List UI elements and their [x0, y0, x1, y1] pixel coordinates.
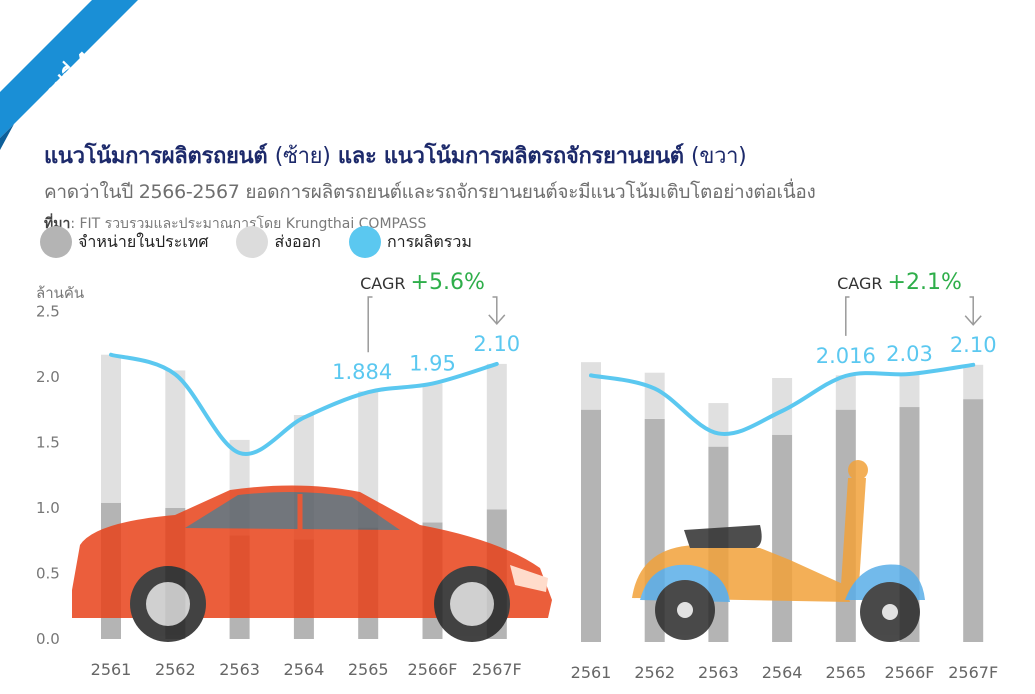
- bar-export: [358, 391, 379, 528]
- legend-swatch-total: [348, 226, 381, 258]
- legend-label-domestic: จำหน่ายในประเทศ: [78, 231, 209, 251]
- legend-swatch-export: [236, 226, 269, 258]
- page-title: แนวโน้มการผลิตรถยนต์ (ซ้าย) และ แนวโน้มก…: [44, 138, 816, 173]
- chart-motorcycle-production: 2561 2562 2563 2564 2565 2566F 2567F 2.016 2.03 2…: [571, 270, 999, 682]
- x-tick-label: 2564: [762, 663, 803, 682]
- x-tick-label: 2561: [91, 660, 132, 679]
- scooter-front-column: [840, 478, 866, 600]
- car-headlight: [510, 565, 548, 592]
- bar-export: [835, 375, 856, 410]
- total-production-line: [589, 362, 976, 436]
- total-value-label: 2.016: [816, 344, 876, 368]
- y-axis-unit-label: ล้านคัน: [36, 284, 84, 302]
- chart-car-production: 0.0 0.5 1.0 1.5 2.0 2.5ล้านคัน 2561 2562 2563 256…: [36, 270, 552, 679]
- legend-swatch-domestic: [40, 226, 72, 258]
- cagr-label-bg: [849, 273, 970, 303]
- x-tick-label: 2563: [698, 663, 739, 682]
- x-tick-label: 2564: [284, 660, 325, 679]
- x-tick-label: 2565: [825, 663, 866, 682]
- legend-item-export: ส่งออก: [236, 226, 321, 258]
- car-illustration: [72, 485, 552, 642]
- x-tick-label: 2561: [571, 663, 612, 682]
- bar-domestic: [772, 434, 793, 642]
- x-tick-label: 2562: [155, 660, 196, 679]
- x-tick-label: 2567F: [948, 663, 998, 682]
- cagr-label: CAGR +5.6%: [360, 270, 485, 295]
- legend: จำหน่ายในประเทศ ส่งออก การผลิตรวม: [40, 226, 500, 258]
- total-value-label: 1.95: [409, 352, 456, 376]
- x-tick-label: 2562: [634, 663, 675, 682]
- y-tick-label: 2.0: [36, 368, 60, 386]
- cagr-text: CAGR: [837, 274, 887, 293]
- y-tick-label: 0.5: [36, 565, 60, 583]
- legend-label-total: การผลิตรวม: [386, 231, 472, 251]
- car-rim-rear: [450, 582, 494, 626]
- car-windows: [185, 491, 400, 530]
- y-tick-label: 1.0: [36, 499, 60, 517]
- scooter-hub-front: [882, 604, 898, 620]
- bar-export: [422, 383, 443, 523]
- cagr-arrowhead: [488, 314, 506, 326]
- total-value-label: 2.10: [950, 333, 997, 357]
- bar-export: [581, 362, 601, 410]
- bar-export: [644, 372, 665, 419]
- title-left-paren: (ซ้าย): [274, 144, 331, 169]
- bar-export: [486, 363, 507, 510]
- bar-export: [101, 354, 121, 503]
- legend-item-domestic: จำหน่ายในประเทศ: [40, 226, 208, 258]
- bar-export: [772, 378, 793, 435]
- legend-item-total: การผลิตรวม: [348, 226, 472, 258]
- y-tick-label: 2.5: [36, 303, 60, 321]
- x-tick-label: 2566F: [885, 663, 935, 682]
- source-text: : FIT รวบรวมและประมาณการโดย Krungthai CO…: [70, 216, 427, 232]
- scooter-seat: [684, 525, 762, 548]
- cagr-arrowhead: [964, 315, 982, 326]
- x-tick-label: 2567F: [472, 660, 522, 679]
- scooter-illustration: [632, 460, 925, 642]
- car-rim-front: [146, 582, 190, 626]
- bar-export: [899, 372, 920, 408]
- cagr-label: CAGR +2.1%: [837, 270, 962, 295]
- cagr-value: +5.6%: [411, 270, 485, 295]
- total-value-label: 2.10: [473, 332, 520, 356]
- y-tick-label: 1.5: [36, 434, 60, 452]
- bar-export: [165, 370, 186, 508]
- legend-label-export: ส่งออก: [274, 231, 321, 251]
- bar-export: [963, 364, 984, 400]
- bar-domestic: [581, 409, 601, 642]
- cagr-text: CAGR: [360, 274, 410, 293]
- figure-label-ribbon: รูปที่ 4: [0, 0, 138, 150]
- title-conj: และ: [337, 144, 377, 169]
- total-production-line: [109, 352, 499, 456]
- scooter-headlamp: [848, 460, 868, 480]
- cagr-value: +2.1%: [888, 270, 962, 295]
- title-right-paren: (ขวา): [691, 144, 747, 169]
- bar-domestic: [963, 399, 984, 642]
- x-tick-label: 2565: [348, 660, 389, 679]
- x-tick-label: 2563: [219, 660, 260, 679]
- title-right: แนวโน้มการผลิตรถจักรยานยนต์: [383, 144, 684, 169]
- scooter-hub-rear: [677, 602, 693, 618]
- title-left: แนวโน้มการผลิตรถยนต์: [44, 144, 268, 169]
- total-value-label: 2.03: [886, 342, 933, 366]
- subtitle: คาดว่าในปี 2566-2567 ยอดการผลิตรถยนต์และ…: [44, 181, 816, 203]
- x-tick-label: 2566F: [408, 660, 458, 679]
- bar-export: [708, 403, 729, 447]
- y-tick-label: 0.0: [36, 630, 60, 648]
- total-value-label: 1.884: [332, 360, 392, 384]
- cagr-label-bg: [372, 273, 493, 303]
